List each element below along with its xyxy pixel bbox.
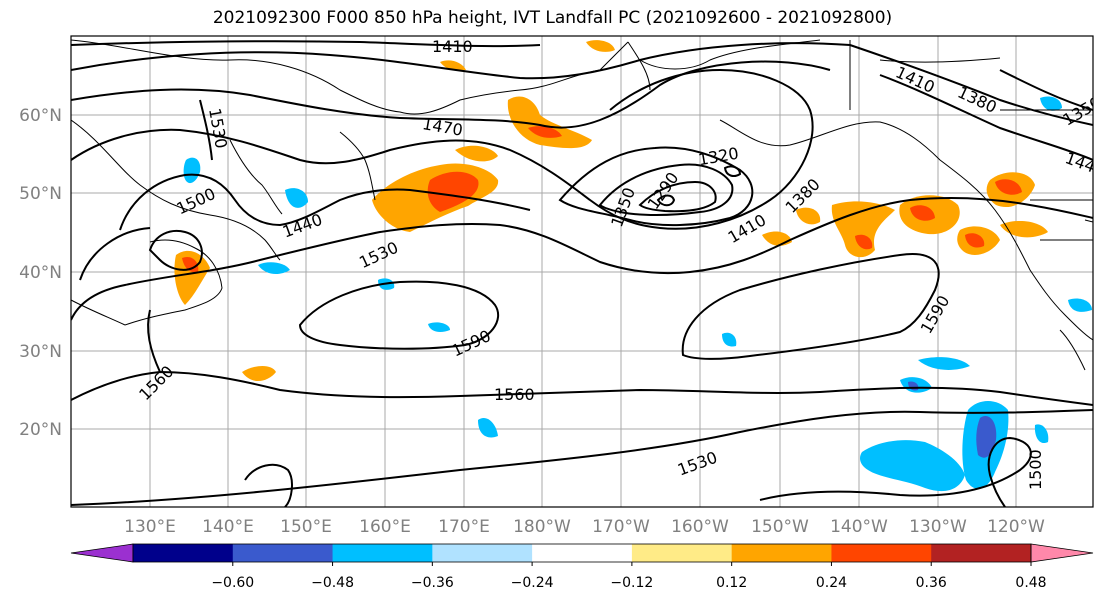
ivt-patch	[586, 40, 615, 52]
ivt-patch	[860, 440, 965, 492]
ivt-negative-patches	[183, 96, 1092, 492]
colorbar-segment	[432, 544, 533, 562]
colorbar-segment	[631, 544, 733, 562]
plot-frame	[70, 35, 1094, 508]
ivt-patch	[427, 171, 479, 212]
ivt-patch	[478, 417, 498, 438]
latitude-label: 60°N	[19, 106, 62, 126]
ivt-patch	[428, 322, 450, 332]
colorbar-segment	[332, 544, 433, 562]
ivt-patch	[995, 179, 1022, 195]
colorbar-tick-label: 0.24	[816, 575, 847, 591]
gridlines	[71, 36, 1093, 507]
colorbar-segment	[133, 544, 234, 562]
latitude-label: 30°N	[19, 342, 62, 362]
longitude-label: 120°W	[987, 517, 1045, 537]
colorbar-frame	[132, 543, 1032, 563]
ivt-patch	[528, 126, 562, 138]
ivt-patch	[242, 366, 276, 382]
ivt-patch	[965, 233, 985, 248]
colorbar-tick-label: 0.36	[916, 575, 947, 591]
colorbar-tick-label: −0.12	[610, 575, 653, 591]
height-contours	[71, 40, 1093, 507]
longitude-label: 150°W	[751, 517, 809, 537]
colorbar-tick-label: 0.48	[1015, 575, 1046, 591]
ivt-patch	[910, 205, 935, 221]
colorbar-segment	[532, 544, 633, 562]
contour-label: 1410	[432, 37, 473, 56]
longitude-label: 180°W	[513, 517, 571, 537]
contour-label: 1500	[1026, 449, 1045, 490]
ivt-patch	[258, 262, 290, 275]
longitude-label: 160°E	[359, 517, 411, 537]
ivt-patch	[1040, 96, 1062, 111]
ivt-patch	[1000, 220, 1048, 238]
map-title: 2021092300 F000 850 hPa height, IVT Land…	[212, 8, 893, 28]
ivt-patch	[1068, 298, 1092, 312]
longitude-label: 130°E	[124, 517, 176, 537]
longitude-label: 170°W	[592, 517, 650, 537]
ivt-patch	[976, 416, 997, 458]
ivt-patch	[183, 157, 201, 184]
ivt-patch	[1034, 424, 1049, 444]
ivt-patch	[440, 60, 466, 71]
ivt-patch	[455, 145, 498, 162]
colorbar-tick-label: −0.24	[511, 575, 554, 591]
colorbar-segment	[731, 544, 832, 562]
colorbar: −0.60 −0.48 −0.36 −0.24 −0.12 0.12 0.24 0.36 0.4…	[70, 543, 1094, 591]
ivt-patch	[174, 250, 210, 305]
longitude-label: 170°E	[438, 517, 490, 537]
ivt-patch	[796, 207, 821, 225]
colorbar-tick-label: −0.36	[411, 575, 454, 591]
longitude-labels: 130°E 140°E 150°E 160°E 170°E 180°W 170°W 160°W…	[124, 517, 1045, 537]
colorbar-segment	[931, 544, 1032, 562]
ivt-patch	[285, 188, 308, 208]
ivt-patch	[182, 256, 199, 273]
ivt-patch	[855, 234, 873, 250]
longitude-label: 160°W	[671, 517, 729, 537]
longitude-label: 140°W	[830, 517, 888, 537]
longitude-label: 140°E	[202, 517, 254, 537]
colorbar-extend-low	[70, 543, 134, 563]
ivt-patch	[722, 332, 737, 347]
colorbar-extend-high	[1030, 543, 1094, 563]
colorbar-segment	[831, 544, 932, 562]
colorbar-tick-label: −0.48	[311, 575, 354, 591]
colorbar-segment	[232, 544, 334, 562]
longitude-label: 150°E	[280, 517, 332, 537]
colorbar-tick-label: 0.12	[716, 575, 747, 591]
longitude-label: 130°W	[909, 517, 967, 537]
ivt-patch	[507, 96, 592, 149]
latitude-label: 20°N	[19, 420, 62, 440]
ivt-patch	[918, 357, 970, 370]
latitude-label: 50°N	[19, 184, 62, 204]
latitude-label: 40°N	[19, 263, 62, 283]
latitude-labels: 60°N 50°N 40°N 30°N 20°N	[19, 106, 62, 440]
colorbar-tick-label: −0.60	[211, 575, 254, 591]
contour-label: 1560	[494, 385, 535, 404]
